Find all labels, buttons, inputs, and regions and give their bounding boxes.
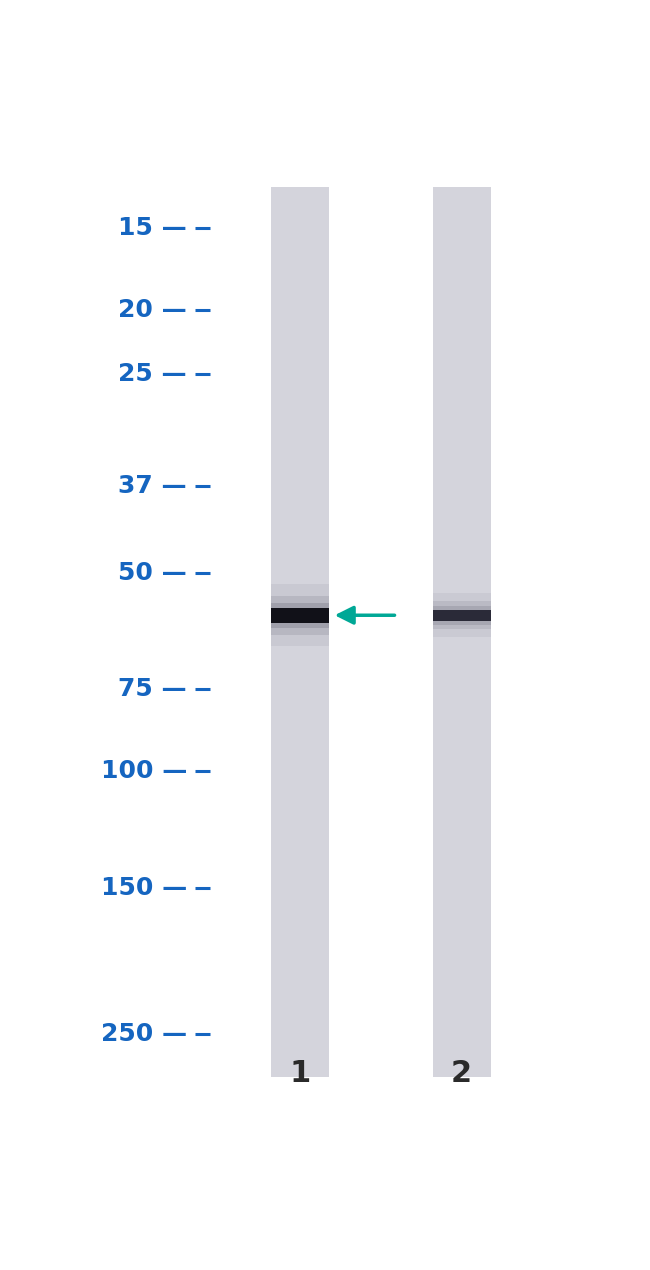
Text: 150 —: 150 — xyxy=(101,875,187,899)
Text: 100 —: 100 — xyxy=(101,759,187,784)
Bar xyxy=(433,601,491,630)
Bar xyxy=(433,606,491,625)
Text: 15 —: 15 — xyxy=(118,216,187,240)
Text: 50 —: 50 — xyxy=(118,560,187,584)
Bar xyxy=(272,603,330,627)
Bar xyxy=(433,593,491,638)
Text: 20 —: 20 — xyxy=(118,298,187,323)
Text: 250 —: 250 — xyxy=(101,1022,187,1046)
Bar xyxy=(272,596,330,635)
Bar xyxy=(272,187,330,1077)
Text: 2: 2 xyxy=(451,1059,472,1088)
Bar xyxy=(433,187,491,1077)
Text: 25 —: 25 — xyxy=(118,362,187,386)
Bar xyxy=(433,610,491,621)
Bar xyxy=(272,584,330,646)
Text: 37 —: 37 — xyxy=(118,475,187,498)
Bar xyxy=(272,608,330,622)
Text: 1: 1 xyxy=(290,1059,311,1088)
Text: 75 —: 75 — xyxy=(118,677,187,701)
